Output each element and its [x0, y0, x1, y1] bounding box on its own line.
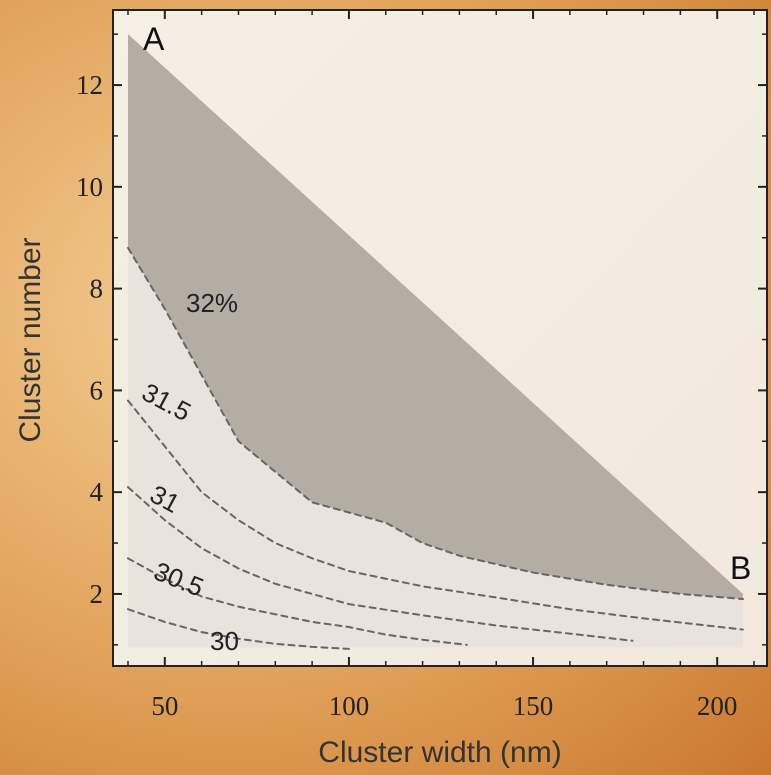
regions-layer: [128, 34, 743, 648]
corner-label-b: B: [730, 550, 751, 586]
y-tick-label-6: 6: [90, 375, 104, 405]
corner-label-a: A: [143, 21, 165, 57]
y-tick-label-8: 8: [90, 274, 104, 304]
contour-label-30: 30: [210, 626, 239, 656]
y-tick-label-10: 10: [76, 172, 103, 202]
contour-line-32-: [127, 246, 744, 601]
x-tick-label-200: 200: [697, 691, 738, 721]
x-tick-label-150: 150: [513, 691, 554, 721]
plot-frame: [112, 9, 768, 667]
tick-labels-layer: 50 100 150 200 2 4 6 8 10 12: [76, 70, 737, 721]
light-region: [128, 247, 743, 648]
ticks-layer: [113, 10, 767, 666]
x-tick-label-100: 100: [329, 691, 370, 721]
contour-line-31: [127, 486, 634, 642]
region-32-percent: [128, 34, 743, 600]
x-tick-label-50: 50: [151, 691, 178, 721]
y-axis-title: Cluster number: [14, 237, 47, 442]
contours-layer: [127, 246, 744, 650]
y-tick-label-12: 12: [76, 70, 103, 100]
x-axis-title: Cluster width (nm): [318, 736, 561, 769]
contour-label-32: 32%: [186, 288, 238, 318]
y-tick-label-4: 4: [90, 477, 104, 507]
contour-line-31-5: [127, 399, 744, 631]
contour-line-30: [127, 608, 350, 650]
y-tick-label-2: 2: [90, 579, 104, 609]
contour-line-30-5: [127, 557, 468, 646]
